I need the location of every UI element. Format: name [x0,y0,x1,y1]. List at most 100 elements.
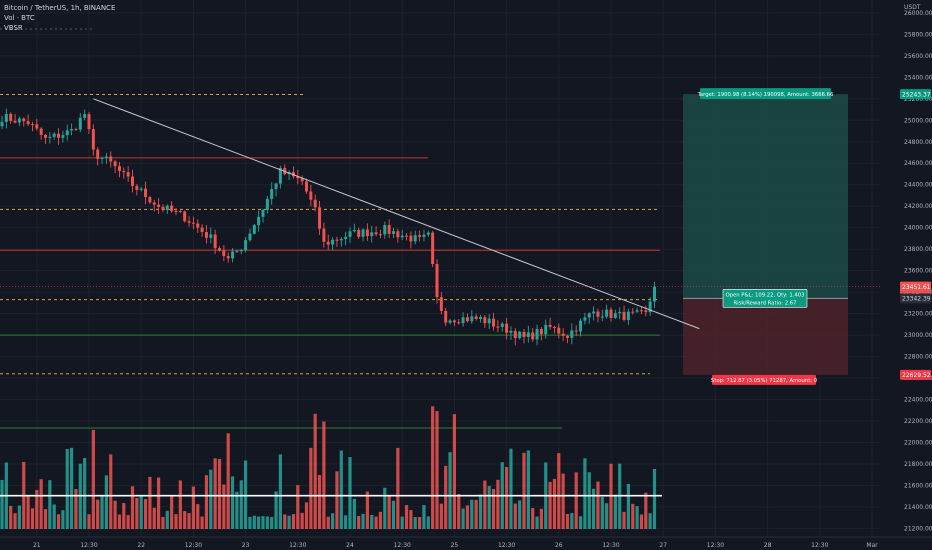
candle-body [252,225,256,234]
volume-bar [170,496,174,529]
volume-bar [139,494,143,529]
candle-body [387,225,391,234]
volume-bar [287,515,291,529]
candle-body [309,191,313,200]
candle-body [157,204,161,207]
candle-body [339,238,343,241]
volume-bar [391,500,396,529]
candle-body [522,331,526,337]
time-tick-label: 12:30 [707,542,724,549]
candle-body [439,297,443,311]
vbsr-indicator-label[interactable]: VBSR [4,24,23,32]
volume-bar [331,513,335,529]
candle-body [113,161,117,167]
volume-bar [383,487,387,529]
volume-bar [487,486,491,529]
volume-bar [522,452,526,529]
volume-bar [257,516,261,529]
volume-bar [161,516,165,529]
volume-bar [143,499,148,529]
volume-bar [183,511,187,529]
price-tick-label: 21600.00 [904,482,932,489]
volume-bar [348,457,352,529]
candle-body [618,311,622,314]
volume-bar [35,489,39,529]
candle-body [178,211,182,213]
volume-indicator-label[interactable]: Vol · BTC [4,14,35,22]
candle-body [653,286,656,302]
volume-bar [374,516,378,529]
volume-bar [452,414,456,529]
long-position-tool[interactable]: Target: 1900.98 (8.14%) 190098, Amount: … [683,88,848,385]
candle-body [392,231,395,234]
volume-bar [387,495,391,529]
candle-body [78,117,82,130]
volume-bar [74,489,78,529]
candle-body [526,332,530,337]
price-tick-label: 22200.00 [904,418,932,425]
volume-bar [365,491,369,529]
candle-body [431,232,435,265]
time-tick-label: 12:30 [289,542,306,549]
candle-body [87,114,91,130]
candle-body [161,206,165,210]
volume-bar [278,454,282,529]
volume-bar [239,480,243,529]
candle-body [605,309,609,317]
volume-bar [622,511,626,529]
drawings[interactable] [0,98,880,330]
volume-bar [217,459,222,529]
volume-bar [461,508,465,529]
volume-bar [226,433,230,529]
volume-bar [574,472,578,529]
price-tick-label: 24600.00 [904,160,932,167]
candle-body [74,129,78,131]
target-price-label-box [900,89,931,100]
time-axis[interactable]: 21 12:30 22 12:30 23 12:30 24 12:30 25 12:30 26 12:… [0,536,932,549]
candle-body [361,229,365,237]
candle-body [644,310,648,313]
volume-bar [100,495,104,529]
candle-body [513,330,517,339]
volume-bar [26,495,30,529]
candle-body [296,176,300,179]
volume-bar [126,515,130,529]
candle-body [479,317,482,319]
volume-bar [174,514,178,529]
volume-bar [557,453,561,529]
candle-body [261,209,265,217]
candle-body [405,235,409,237]
candle-body [574,330,578,332]
volume-bar [17,505,21,529]
volume-bar [378,511,383,529]
candle-body [461,317,465,324]
volume-bar [248,516,252,529]
target-zone [683,94,848,299]
price-tick-label: 22400.00 [904,397,932,404]
volume-bar [448,452,452,529]
candle-body [52,133,56,137]
stop-label-text: Stop: 712.87 (3.05%) 71287, Amount: 0 [711,378,818,384]
candle-body [492,318,496,327]
symbol-title[interactable]: Bitcoin / TetherUS, 1h, BINANCE [4,4,116,12]
candle-body [374,232,378,235]
candle-body [587,313,591,318]
time-tick-label: 12:30 [811,542,828,549]
open-pl-label-box [722,289,808,308]
candle-body [609,309,613,318]
time-tick-label: 24 [346,542,354,549]
price-tick-label: 21200.00 [904,525,932,532]
candle-body [483,317,487,324]
volume-bar [135,497,139,529]
candle-body [4,113,8,122]
volume-bar [96,499,100,529]
volume-bar [596,481,600,529]
candle-body [335,239,339,241]
candle-body [470,316,474,322]
price-tick-label: 23800.00 [904,246,932,253]
candle-body [17,118,21,123]
candle-body [566,335,569,338]
candle-body [457,322,461,324]
